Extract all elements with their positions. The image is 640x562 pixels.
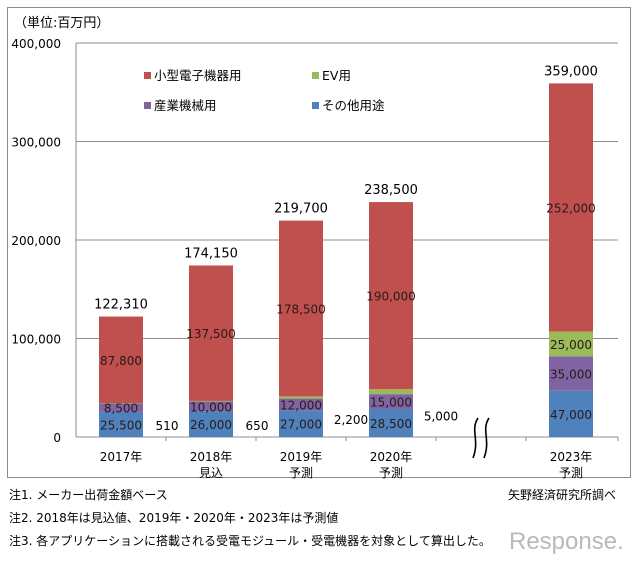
source-credit: 矢野経済研究所調べ [508,488,617,502]
data-label: 15,000 [370,396,412,410]
y-tick-label: 0 [53,431,61,445]
data-label: 25,000 [550,338,592,352]
total-label: 122,310 [94,298,148,313]
x-tick-sublabel: 見込 [199,466,223,480]
legend-label: 小型電子機器用 [154,68,242,83]
x-tick-label: 2017年 [100,450,143,464]
bar-segment [279,220,323,397]
bar-segment [369,394,413,409]
data-label: 47,000 [550,408,592,422]
data-label: 26,000 [190,418,232,432]
data-label-outside: 5,000 [424,409,458,423]
bar-segment [99,403,143,404]
data-label: 27,000 [280,418,322,432]
bar-segment [549,83,593,332]
bar-segment [189,401,233,412]
bar-segment [189,400,233,402]
data-label-outside: 2,200 [334,413,368,427]
bar-segment [189,411,233,437]
data-label: 25,500 [100,418,142,432]
bar-segment [99,316,143,404]
legend-swatch [144,102,151,109]
bar-segment [369,389,413,395]
bar-segment [189,265,233,401]
x-tick-sublabel: 予測 [559,466,583,480]
y-tick-label: 300,000 [11,136,61,150]
y-tick-label: 200,000 [11,234,61,248]
total-label: 359,000 [544,64,598,79]
bar-segment [549,390,593,437]
total-label: 219,700 [274,202,328,217]
unit-label: （単位:百万円） [14,16,110,31]
legend-swatch [312,102,319,109]
data-label: 8,500 [104,402,138,416]
bar-segment [369,408,413,437]
bar-segment [279,410,323,437]
data-label: 252,000 [546,201,596,215]
legend-label: その他用途 [322,98,385,113]
axis-break-icon [483,417,490,459]
stacked-bar-chart: 0 100,000 200,000 300,000 400,000 小型電子機器用 EV用産… [11,37,619,480]
x-tick-sublabel: 予測 [289,466,313,480]
bar-segment [279,398,323,411]
note-2: 注2. 2018年は見込値、2019年・2020年・2023年は予測値 [9,511,339,525]
data-label: 12,000 [280,398,322,412]
chart-frame [7,7,631,478]
legend-label: EV用 [322,68,351,83]
bar-segment [549,356,593,391]
bar-segment [99,411,143,437]
x-tick-label: 2020年 [370,450,413,464]
legend-swatch [312,72,319,79]
note-1: 注1. メーカー出荷金額ベース [9,488,168,502]
data-label: 35,000 [550,367,592,381]
data-label: 87,800 [100,354,142,368]
legend-swatch [144,72,151,79]
response-logo: Response. [509,528,624,555]
data-label: 190,000 [366,290,416,304]
legend-label: 産業機械用 [154,98,217,113]
total-label: 238,500 [364,183,418,198]
y-tick-label: 100,000 [11,333,61,347]
note-3: 注3. 各アプリケーションに搭載される受電モジュール・受電機器を対象として算出し… [9,534,491,548]
axis-break-icon [472,417,479,459]
data-label-outside: 510 [156,419,179,433]
total-label: 174,150 [184,246,238,261]
data-label: 178,500 [276,303,326,317]
x-tick-label: 2018年 [190,450,233,464]
data-label: 28,500 [370,417,412,431]
bar-segment [99,403,143,412]
bar-segment [549,331,593,357]
bar-segment [369,202,413,390]
data-label: 137,500 [186,327,236,341]
y-tick-label: 400,000 [11,37,61,51]
data-label: 10,000 [190,400,232,414]
bar-segment [279,396,323,399]
x-tick-label: 2019年 [280,450,323,464]
x-tick-label: 2023年 [550,450,593,464]
x-tick-sublabel: 予測 [379,466,403,480]
data-label-outside: 650 [246,419,269,433]
